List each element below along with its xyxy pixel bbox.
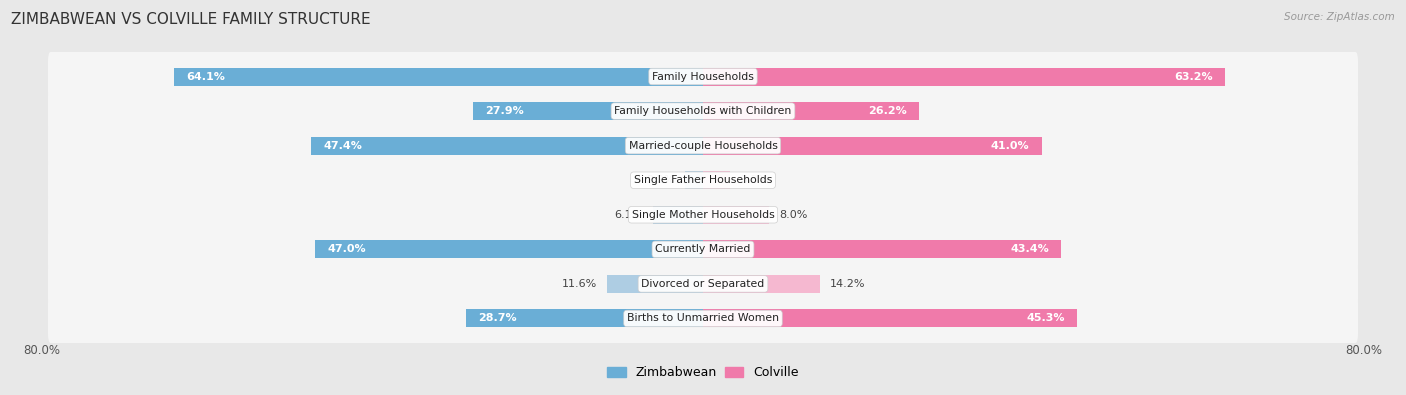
Text: 8.0%: 8.0% xyxy=(779,210,807,220)
Text: 43.4%: 43.4% xyxy=(1011,245,1049,254)
Text: Currently Married: Currently Married xyxy=(655,245,751,254)
Text: 11.6%: 11.6% xyxy=(562,279,598,289)
Bar xyxy=(465,310,703,327)
Bar xyxy=(703,171,730,189)
Bar xyxy=(703,310,1077,327)
Bar xyxy=(173,68,703,85)
Text: Single Father Households: Single Father Households xyxy=(634,175,772,185)
Text: 2.2%: 2.2% xyxy=(647,175,675,185)
Text: ZIMBABWEAN VS COLVILLE FAMILY STRUCTURE: ZIMBABWEAN VS COLVILLE FAMILY STRUCTURE xyxy=(11,12,371,27)
FancyBboxPatch shape xyxy=(48,294,1358,343)
Text: 41.0%: 41.0% xyxy=(991,141,1029,150)
FancyBboxPatch shape xyxy=(48,121,1358,170)
Text: Births to Unmarried Women: Births to Unmarried Women xyxy=(627,314,779,324)
Bar xyxy=(703,68,1225,85)
Bar xyxy=(703,137,1042,154)
Legend: Zimbabwean, Colville: Zimbabwean, Colville xyxy=(607,366,799,379)
Bar xyxy=(703,206,769,224)
Text: 28.7%: 28.7% xyxy=(478,314,517,324)
Text: 64.1%: 64.1% xyxy=(186,71,225,81)
Bar xyxy=(703,240,1062,258)
Text: 14.2%: 14.2% xyxy=(830,279,866,289)
Text: Single Mother Households: Single Mother Households xyxy=(631,210,775,220)
Text: 47.4%: 47.4% xyxy=(323,141,363,150)
Text: 45.3%: 45.3% xyxy=(1026,314,1064,324)
Text: 63.2%: 63.2% xyxy=(1174,71,1212,81)
Text: 6.1%: 6.1% xyxy=(614,210,643,220)
Bar xyxy=(315,240,703,258)
FancyBboxPatch shape xyxy=(48,52,1358,101)
Text: Source: ZipAtlas.com: Source: ZipAtlas.com xyxy=(1284,12,1395,22)
Text: Married-couple Households: Married-couple Households xyxy=(628,141,778,150)
Bar xyxy=(312,137,703,154)
Bar xyxy=(685,171,703,189)
Bar xyxy=(472,102,703,120)
Text: 47.0%: 47.0% xyxy=(328,245,366,254)
FancyBboxPatch shape xyxy=(48,87,1358,135)
Text: 27.9%: 27.9% xyxy=(485,106,523,116)
Text: Family Households: Family Households xyxy=(652,71,754,81)
FancyBboxPatch shape xyxy=(48,260,1358,308)
Text: Family Households with Children: Family Households with Children xyxy=(614,106,792,116)
FancyBboxPatch shape xyxy=(48,156,1358,205)
Bar xyxy=(703,102,920,120)
Bar xyxy=(652,206,703,224)
FancyBboxPatch shape xyxy=(48,190,1358,239)
Text: 26.2%: 26.2% xyxy=(869,106,907,116)
FancyBboxPatch shape xyxy=(48,225,1358,274)
Text: Divorced or Separated: Divorced or Separated xyxy=(641,279,765,289)
Text: 3.3%: 3.3% xyxy=(740,175,769,185)
Bar xyxy=(703,275,820,293)
Bar xyxy=(607,275,703,293)
